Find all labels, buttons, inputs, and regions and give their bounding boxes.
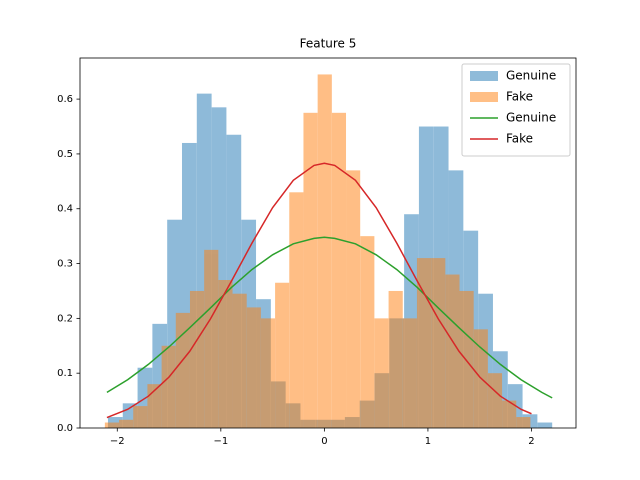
bar bbox=[537, 422, 553, 428]
y-tick-label: 0.3 bbox=[57, 259, 73, 270]
bar bbox=[502, 400, 517, 428]
y-tick-label: 0.2 bbox=[57, 313, 73, 324]
bar bbox=[232, 293, 247, 428]
legend-label: Fake bbox=[506, 132, 533, 146]
bar bbox=[289, 192, 304, 428]
bar bbox=[459, 290, 474, 428]
x-tick-label: −1 bbox=[213, 436, 228, 447]
bar bbox=[161, 345, 176, 428]
legend-swatch bbox=[470, 92, 498, 102]
y-tick-label: 0.4 bbox=[57, 204, 73, 215]
x-tick-label: −2 bbox=[110, 436, 125, 447]
bar bbox=[388, 290, 403, 428]
x-tick-label: 0 bbox=[321, 436, 327, 447]
bar bbox=[402, 318, 417, 428]
bar bbox=[246, 307, 261, 428]
y-tick-label: 0.6 bbox=[57, 94, 73, 105]
bar bbox=[119, 419, 134, 428]
legend-box bbox=[461, 63, 571, 157]
bar bbox=[260, 318, 276, 428]
legend-label: Fake bbox=[506, 90, 533, 104]
bar bbox=[445, 274, 460, 428]
bar bbox=[104, 422, 120, 428]
bar bbox=[374, 318, 389, 428]
y-tick-label: 0.5 bbox=[57, 149, 73, 160]
curve bbox=[106, 162, 532, 419]
bar bbox=[147, 384, 162, 428]
curve bbox=[106, 236, 553, 399]
legend-swatch bbox=[470, 71, 498, 81]
bar bbox=[133, 406, 148, 428]
y-tick-label: 0.1 bbox=[57, 368, 73, 379]
chart-title: Feature 5 bbox=[300, 37, 357, 51]
bar bbox=[189, 290, 205, 428]
x-tick-label: 1 bbox=[425, 436, 431, 447]
bar bbox=[218, 280, 233, 428]
bar bbox=[360, 236, 375, 428]
bar bbox=[204, 249, 219, 428]
bar bbox=[331, 112, 347, 428]
bar bbox=[487, 373, 503, 428]
bar bbox=[346, 170, 361, 429]
bar bbox=[516, 417, 531, 428]
plot-frame bbox=[79, 57, 577, 429]
legend-label: Genuine bbox=[506, 69, 556, 83]
y-tick-label: 0.0 bbox=[57, 423, 73, 434]
x-tick-label: 2 bbox=[528, 436, 534, 447]
bar bbox=[275, 282, 290, 428]
bar bbox=[431, 258, 446, 428]
bar bbox=[303, 112, 318, 428]
bar bbox=[317, 74, 332, 428]
legend-label: Genuine bbox=[506, 111, 556, 125]
bar bbox=[175, 312, 190, 428]
